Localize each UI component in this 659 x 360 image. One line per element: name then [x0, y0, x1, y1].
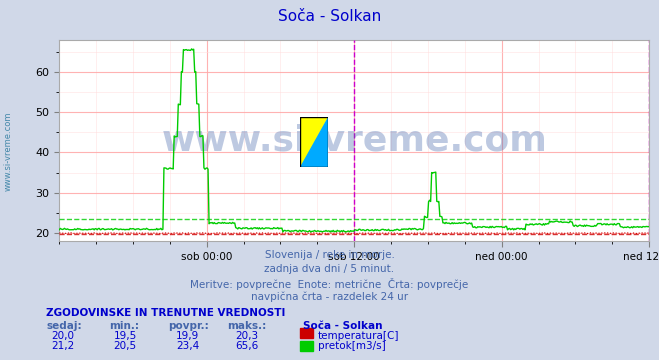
Text: povpr.:: povpr.:	[168, 321, 209, 332]
Text: temperatura[C]: temperatura[C]	[318, 331, 399, 341]
Text: maks.:: maks.:	[227, 321, 267, 332]
Text: 21,2: 21,2	[51, 341, 74, 351]
Text: sedaj:: sedaj:	[46, 321, 82, 332]
Text: 20,3: 20,3	[235, 331, 259, 341]
Text: ZGODOVINSKE IN TRENUTNE VREDNOSTI: ZGODOVINSKE IN TRENUTNE VREDNOSTI	[46, 308, 285, 318]
Text: 23,4: 23,4	[176, 341, 200, 351]
Text: zadnja dva dni / 5 minut.: zadnja dva dni / 5 minut.	[264, 264, 395, 274]
Text: www.si-vreme.com: www.si-vreme.com	[161, 123, 547, 157]
Bar	[300, 328, 313, 338]
Text: navpična črta - razdelek 24 ur: navpična črta - razdelek 24 ur	[251, 291, 408, 302]
Text: min.:: min.:	[109, 321, 139, 332]
Text: 19,5: 19,5	[113, 331, 137, 341]
Text: 19,9: 19,9	[176, 331, 200, 341]
Text: Slovenija / reke in morje.: Slovenija / reke in morje.	[264, 250, 395, 260]
Text: 65,6: 65,6	[235, 341, 259, 351]
Text: Soča - Solkan: Soča - Solkan	[278, 9, 381, 24]
Text: 20,5: 20,5	[113, 341, 137, 351]
Polygon shape	[300, 117, 328, 167]
Text: Meritve: povprečne  Enote: metrične  Črta: povprečje: Meritve: povprečne Enote: metrične Črta:…	[190, 278, 469, 289]
Text: www.si-vreme.com: www.si-vreme.com	[3, 112, 13, 191]
Bar	[300, 341, 313, 351]
Polygon shape	[300, 117, 328, 167]
Text: pretok[m3/s]: pretok[m3/s]	[318, 341, 386, 351]
Text: Soča - Solkan: Soča - Solkan	[303, 321, 383, 332]
Text: 20,0: 20,0	[51, 331, 74, 341]
